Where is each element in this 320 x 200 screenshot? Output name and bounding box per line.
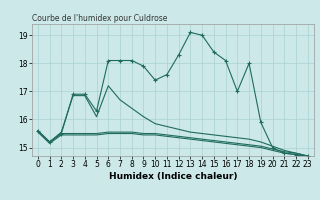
- Text: Courbe de l'humidex pour Culdrose: Courbe de l'humidex pour Culdrose: [32, 14, 167, 23]
- X-axis label: Humidex (Indice chaleur): Humidex (Indice chaleur): [108, 172, 237, 181]
